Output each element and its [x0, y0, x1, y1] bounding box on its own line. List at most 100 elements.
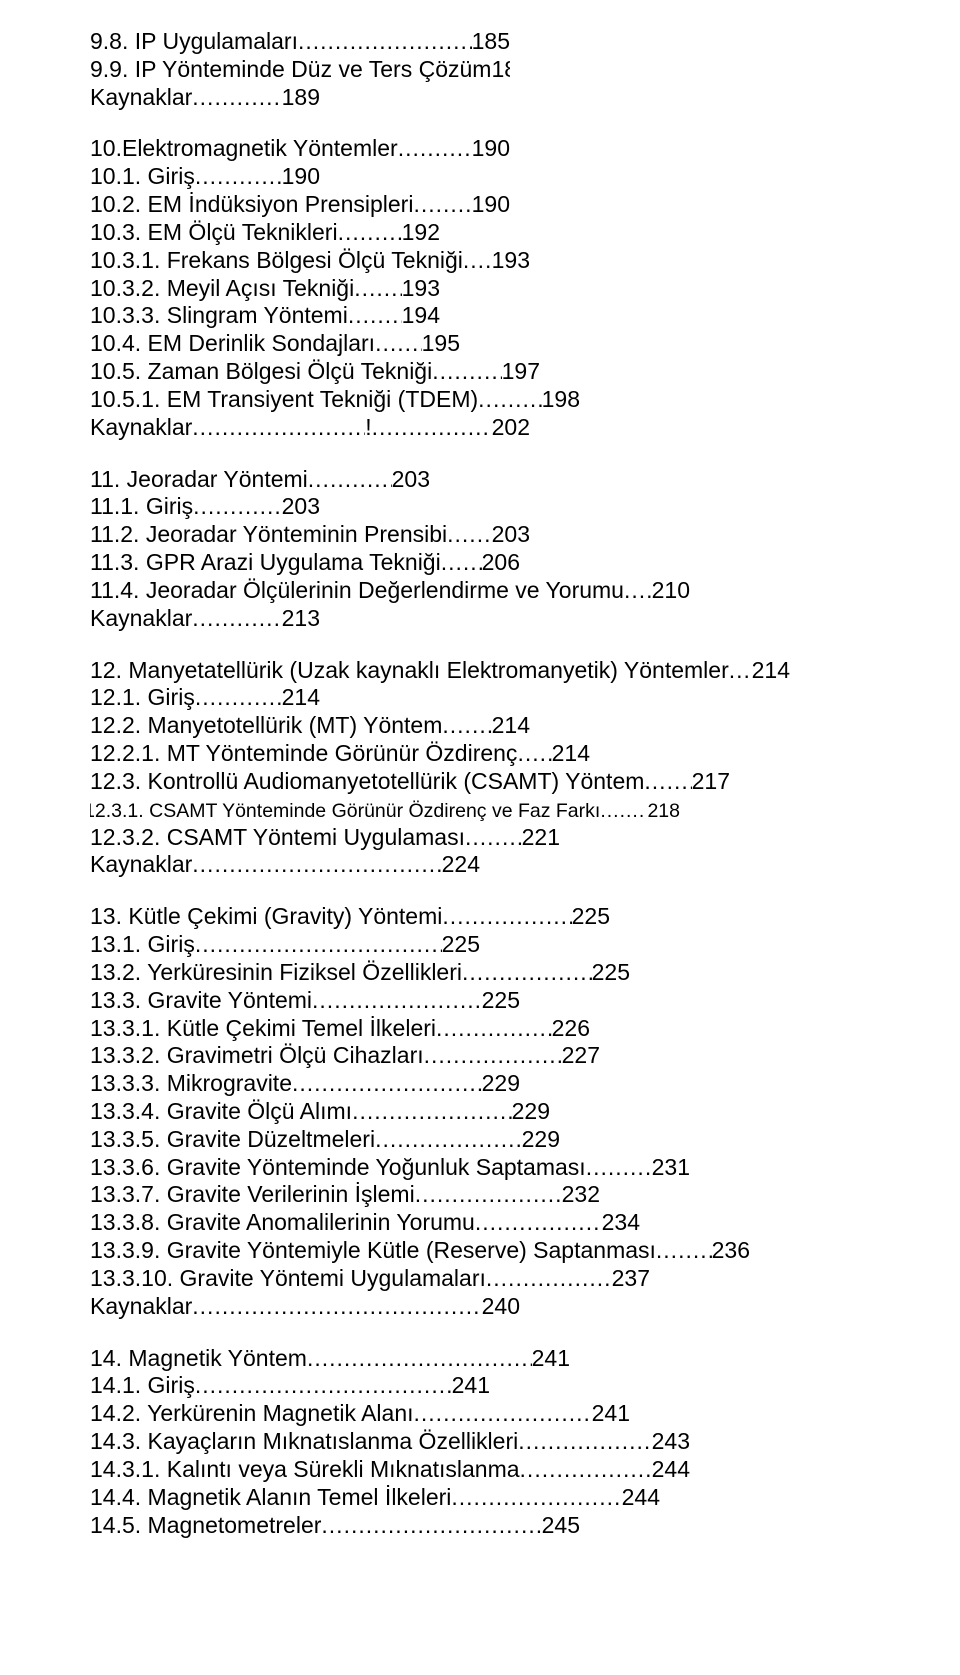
- toc-label: 10.4. EM Derinlik Sondajları: [90, 330, 375, 358]
- toc-page-number: 190: [472, 135, 510, 163]
- toc-label: 13.3.4. Gravite Ölçü Alımı: [90, 1098, 352, 1126]
- toc-label: 14.5. Magnetometreler: [90, 1512, 321, 1540]
- toc-entry: 13.3.5. Gravite Düzeltmeleri............…: [90, 1126, 560, 1154]
- toc-entry: 11.1. Giriş.............................…: [90, 493, 320, 521]
- toc-entry: 10.4. EM Derinlik Sondajları............…: [90, 330, 460, 358]
- toc-label: 12.1. Giriş: [90, 684, 195, 712]
- toc-label: 10.3.3. Slingram Yöntemi: [90, 302, 348, 330]
- toc-label: 12.2. Manyetotellürik (MT) Yöntem: [90, 712, 442, 740]
- toc-page-number: 217: [692, 768, 730, 796]
- toc-leader-dots: ........................................…: [475, 1209, 602, 1237]
- toc-page-number: 225: [482, 987, 520, 1015]
- toc-leader-dots: ........................................…: [195, 163, 282, 191]
- toc-leader-dots: ........................................…: [375, 1126, 522, 1154]
- toc-label: 10.3.1. Frekans Bölgesi Ölçü Tekniği: [90, 247, 463, 275]
- toc-leader-dots: ........................................…: [424, 1042, 562, 1070]
- toc-page-number: 225: [442, 931, 480, 959]
- toc-entry: 13.3.10. Gravite Yöntemi Uygulamaları...…: [90, 1265, 650, 1293]
- toc-page-number: 241: [592, 1400, 630, 1428]
- toc-label: 11.2. Jeoradar Yönteminin Prensibi: [90, 521, 447, 549]
- toc-leader-dots: ........................................…: [348, 302, 402, 330]
- toc-leader-dots: ........................................…: [192, 84, 281, 112]
- toc-page-number: 225: [592, 959, 630, 987]
- toc-label: Kaynaklar: [90, 851, 192, 879]
- toc-page-number: 193: [492, 247, 530, 275]
- toc-page-number: 227: [562, 1042, 600, 1070]
- toc-page-number: 187: [491, 56, 510, 84]
- toc-page-number: 221: [522, 824, 560, 852]
- toc-entry: 14. Magnetik Yöntem.....................…: [90, 1345, 570, 1373]
- toc-page-number: 213: [282, 605, 320, 633]
- toc-label: 14. Magnetik Yöntem: [90, 1345, 307, 1373]
- toc-leader-dots: ........................................…: [518, 1428, 651, 1456]
- toc-leader-dots: ........................................…: [586, 1154, 652, 1182]
- toc-entry: 9.8. IP Uygulamaları....................…: [90, 28, 510, 56]
- blank-line: [90, 442, 870, 466]
- toc-page-number: 206: [482, 549, 520, 577]
- toc-entry: Kaynaklar...............................…: [90, 605, 320, 633]
- toc-entry: 10.2. EM İndüksiyon Prensipleri.........…: [90, 191, 510, 219]
- toc-leader-dots: ........................................…: [292, 1070, 482, 1098]
- toc-page-number: 190: [472, 191, 510, 219]
- toc-entry: 11.2. Jeoradar Yönteminin Prensibi......…: [90, 521, 530, 549]
- toc-leader-dots: ........................................…: [193, 493, 282, 521]
- toc-entry: 14.1. Giriş.............................…: [90, 1372, 490, 1400]
- toc-label: 13.3.6. Gravite Yönteminde Yoğunluk Sapt…: [90, 1154, 586, 1182]
- toc-entry: 10.3. EM Ölçü Teknikleri................…: [90, 219, 440, 247]
- toc-entry: 10.5.1. EM Transiyent Tekniği (TDEM)....…: [90, 386, 580, 414]
- toc-leader-dots: ........................................…: [415, 1181, 562, 1209]
- toc-leader-dots: ........................................…: [192, 851, 441, 879]
- toc-page-number: 225: [572, 903, 610, 931]
- toc-label: 10.Elektromagnetik Yöntemler: [90, 135, 398, 163]
- toc-leader-dots: ........................................…: [436, 1015, 552, 1043]
- toc-page-number: 214: [552, 740, 590, 768]
- toc-page-number: 234: [602, 1209, 640, 1237]
- toc-entry: 10.Elektromagnetik Yöntemler............…: [90, 135, 510, 163]
- toc-leader-dots: ........................................…: [308, 466, 392, 494]
- toc-label: 13.3.7. Gravite Verilerinin İşlemi: [90, 1181, 415, 1209]
- toc-label: 10.3. EM Ölçü Teknikleri: [90, 219, 338, 247]
- toc-page-number: 224: [442, 851, 480, 879]
- toc-entry: 12.3.2. CSAMT Yöntemi Uygulaması........…: [90, 824, 560, 852]
- toc-label: 12. Manyetatellürik (Uzak kaynaklı Elekt…: [90, 657, 729, 685]
- toc-entry: 13.3.9. Gravite Yöntemiyle Kütle (Reserv…: [90, 1237, 750, 1265]
- toc-page-number: 231: [652, 1154, 690, 1182]
- toc-label: 12.3. Kontrollü Audiomanyetotellürik (CS…: [90, 768, 644, 796]
- toc-entry: 13.3.6. Gravite Yönteminde Yoğunluk Sapt…: [90, 1154, 690, 1182]
- toc-label: 12.3.1. CSAMT Yönteminde Görünür Özdiren…: [90, 800, 600, 824]
- toc-label: Kaynaklar: [90, 1293, 192, 1321]
- toc-label: 13.3. Gravite Yöntemi: [90, 987, 312, 1015]
- blank-line: [90, 633, 870, 657]
- toc-entry: 11.3. GPR Arazi Uygulama Tekniği........…: [90, 549, 520, 577]
- toc-page-number: 237: [612, 1265, 650, 1293]
- toc-label: 13.3.10. Gravite Yöntemi Uygulamaları: [90, 1265, 486, 1293]
- toc-entry: 10.3.3. Slingram Yöntemi................…: [90, 302, 440, 330]
- toc-page-number: 218: [647, 800, 680, 824]
- toc-entry: 13.3.1. Kütle Çekimi Temel İlkeleri.....…: [90, 1015, 590, 1043]
- toc-entry: 10.1. Giriş.............................…: [90, 163, 320, 191]
- toc-label: 13.3.2. Gravimetri Ölçü Cihazları: [90, 1042, 424, 1070]
- toc-entry: 13.3.3. Mikrogravite....................…: [90, 1070, 520, 1098]
- toc-entry: 14.4. Magnetik Alanın Temel İlkeleri....…: [90, 1484, 660, 1512]
- toc-entry: 14.3.1. Kalıntı veya Sürekli Mıknatıslan…: [90, 1456, 690, 1484]
- toc-leader-dots: ........................................…: [520, 1456, 652, 1484]
- toc-page-number: 229: [512, 1098, 550, 1126]
- toc-page-number: 243: [652, 1428, 690, 1456]
- toc-entry: 12.2.1. MT Yönteminde Görünür Özdirenç..…: [90, 740, 590, 768]
- toc-page-number: 197: [502, 358, 540, 386]
- toc-entry: 11.4. Jeoradar Ölçülerinin Değerlendirme…: [90, 577, 690, 605]
- toc-label: Kaynaklar: [90, 605, 192, 633]
- toc-label: 14.2. Yerkürenin Magnetik Alanı: [90, 1400, 414, 1428]
- toc-leader-dots: ........................................…: [462, 959, 592, 987]
- toc-entry: 13.2. Yerküresinin Fiziksel Özellikleri.…: [90, 959, 630, 987]
- toc-page-number: 214: [282, 684, 320, 712]
- toc-page-number: 185: [472, 28, 510, 56]
- toc-leader-dots: ........................................…: [465, 824, 522, 852]
- toc-leader-dots: ........................................…: [192, 605, 281, 633]
- toc-label: Kaynaklar: [90, 84, 192, 112]
- toc-entry: 10.5. Zaman Bölgesi Ölçü Tekniği........…: [90, 358, 540, 386]
- toc-label: 13.3.5. Gravite Düzeltmeleri: [90, 1126, 375, 1154]
- toc-label: 10.1. Giriş: [90, 163, 195, 191]
- toc-leader-dots: ........................................…: [192, 414, 365, 442]
- toc-entry: 14.2. Yerkürenin Magnetik Alanı.........…: [90, 1400, 630, 1428]
